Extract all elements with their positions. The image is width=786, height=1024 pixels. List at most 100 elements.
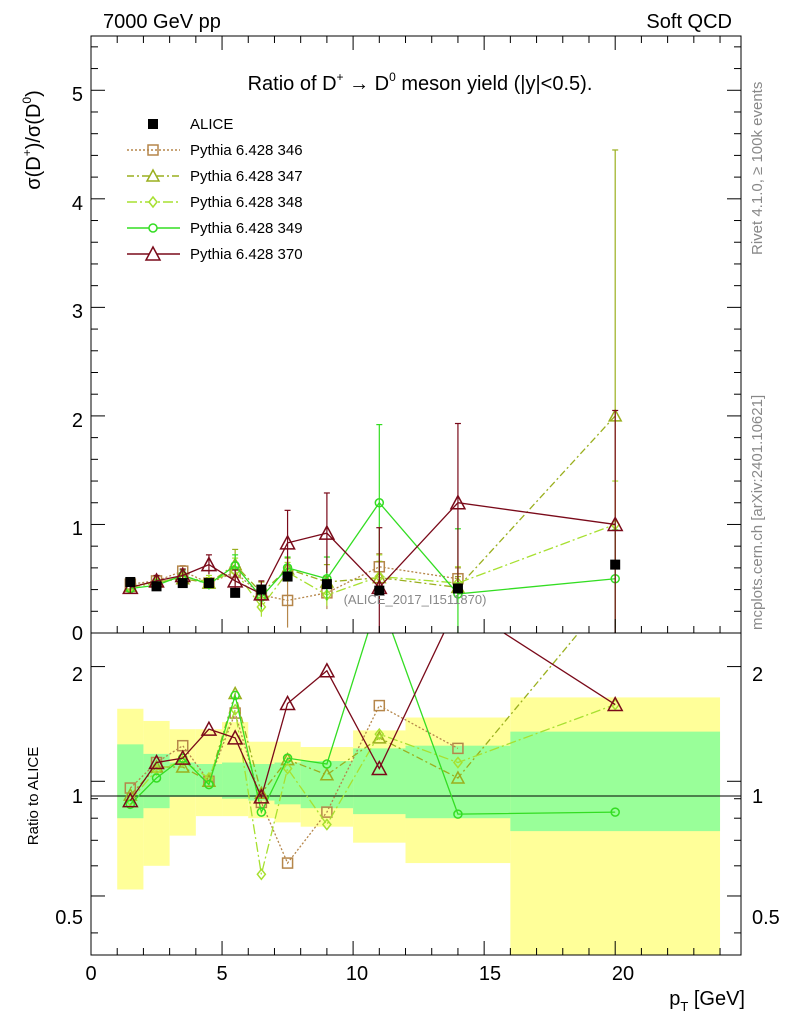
bottom-point-p346 bbox=[452, 742, 464, 755]
bottom-point-p370 bbox=[606, 695, 624, 712]
bottom-point-p370 bbox=[318, 662, 336, 678]
top-series bbox=[122, 149, 624, 633]
legend-entry-370: Pythia 6.428 370 bbox=[127, 245, 303, 263]
bottom-ytick-label: 2 bbox=[72, 664, 83, 686]
xtick-label: 0 bbox=[85, 963, 96, 985]
bottom-line-p346 bbox=[129, 704, 459, 865]
bottom-series bbox=[122, 633, 624, 881]
xtick-label: 10 bbox=[346, 963, 368, 985]
top-point-p370 bbox=[279, 534, 296, 550]
mcplots-label: mcplots.cern.ch [arXiv:2401.10621] bbox=[749, 395, 766, 630]
bottom-point-p349 bbox=[282, 753, 293, 763]
bottom-point-p370 bbox=[371, 759, 388, 776]
uncertainty-band-green bbox=[274, 762, 301, 805]
legend-label: Pythia 6.428 347 bbox=[190, 168, 303, 185]
uncertainty-band-green bbox=[169, 762, 196, 797]
bottom-point-p347 bbox=[319, 767, 335, 781]
legend-entry-347: Pythia 6.428 347 bbox=[127, 168, 303, 185]
top-frame bbox=[90, 35, 742, 634]
bottom-frame bbox=[90, 632, 742, 956]
legend-label: Pythia 6.428 370 bbox=[190, 246, 303, 263]
legend-marker-346 bbox=[147, 144, 159, 156]
legend: ALICE Pythia 6.428 346 Pythia 6.428 347 … bbox=[127, 116, 303, 263]
bottom-point-p346 bbox=[150, 756, 163, 769]
uncertainty-band-green bbox=[510, 731, 721, 832]
legend-marker-347 bbox=[145, 168, 161, 182]
bottom-ytick-label: 1 bbox=[72, 786, 83, 808]
legend-marker-370 bbox=[144, 245, 162, 261]
bottom-point-p346 bbox=[373, 699, 386, 712]
legend-marker-348 bbox=[148, 195, 158, 209]
bottom-point-p346 bbox=[281, 857, 294, 869]
chart-title: Ratio of D+ → D0 meson yield (|y|<0.5). bbox=[248, 70, 593, 95]
alice-point bbox=[256, 584, 267, 595]
legend-entry-348: Pythia 6.428 348 bbox=[127, 194, 303, 211]
top-ytick-label: 1 bbox=[72, 518, 83, 540]
bottom-point-p348 bbox=[321, 818, 332, 831]
alice-point bbox=[151, 581, 162, 592]
alice-point bbox=[177, 578, 188, 589]
top-ytick-label: 2 bbox=[72, 410, 83, 432]
top-ytick-label: 3 bbox=[72, 301, 83, 323]
bottom-point-p347 bbox=[372, 730, 387, 744]
legend-entry-349: Pythia 6.428 349 bbox=[127, 220, 303, 237]
top-point-p370 bbox=[318, 524, 336, 540]
bottom-ytick-label-right: 0.5 bbox=[752, 907, 780, 929]
legend-marker-alice bbox=[148, 119, 158, 129]
bottom-line-p370 bbox=[129, 633, 616, 801]
header-left: 7000 GeV pp bbox=[103, 11, 221, 33]
alice-point bbox=[321, 579, 332, 590]
bottom-point-p349 bbox=[230, 690, 240, 701]
bottom-point-p348 bbox=[282, 762, 293, 775]
alice-point bbox=[610, 559, 621, 570]
legend-entry-346: Pythia 6.428 346 bbox=[127, 142, 303, 159]
bottom-xticklabels: 0 5 10 15 20 bbox=[85, 963, 634, 985]
alice-point bbox=[125, 576, 136, 587]
top-axis-ticks bbox=[90, 36, 741, 634]
bottom-point-p347 bbox=[450, 770, 466, 784]
bottom-yticklabels: 2 1 0.5 2 1 0.5 bbox=[55, 664, 780, 929]
bottom-ytick-label-right: 1 bbox=[752, 786, 763, 808]
alice-point bbox=[374, 585, 385, 596]
rivet-version-label: Rivet 4.1.0, ≥ 100k events bbox=[749, 82, 766, 255]
bottom-point-p370 bbox=[226, 729, 244, 745]
bottom-point-p349 bbox=[610, 807, 620, 817]
top-yticklabels: 0 1 2 3 4 5 bbox=[72, 84, 83, 645]
analysis-watermark: (ALICE_2017_I1511870) bbox=[344, 592, 487, 607]
alice-point bbox=[230, 587, 241, 598]
uncertainty-band-green bbox=[353, 748, 406, 815]
bottom-point-p347 bbox=[175, 759, 190, 773]
alice-point bbox=[203, 578, 214, 589]
legend-label: Pythia 6.428 346 bbox=[190, 142, 303, 159]
bottom-point-p370 bbox=[122, 791, 139, 808]
xtick-label: 20 bbox=[612, 963, 634, 985]
top-point-p370 bbox=[606, 515, 624, 532]
top-line-p347 bbox=[130, 415, 616, 594]
top-point-p348 bbox=[256, 600, 267, 614]
bottom-point-p346 bbox=[321, 806, 333, 818]
bottom-line-p347 bbox=[129, 633, 580, 796]
uncertainty-band-green bbox=[222, 762, 249, 799]
legend-label: Pythia 6.428 348 bbox=[190, 194, 303, 211]
bottom-point-p349 bbox=[322, 759, 332, 769]
bottom-point-p370 bbox=[253, 788, 270, 804]
header-right: Soft QCD bbox=[646, 11, 732, 33]
top-point-p370 bbox=[200, 556, 218, 572]
bottom-point-p348 bbox=[256, 868, 267, 881]
legend-label: ALICE bbox=[190, 116, 233, 133]
bottom-ytick-label-right: 2 bbox=[752, 664, 763, 686]
top-ylabel: σ(D+)/σ(D0) bbox=[20, 90, 45, 190]
bottom-point-p349 bbox=[256, 807, 267, 817]
bottom-ytick-label: 0.5 bbox=[55, 907, 83, 929]
top-ytick-label: 0 bbox=[72, 623, 83, 645]
legend-label: Pythia 6.428 349 bbox=[190, 220, 303, 237]
top-ytick-label: 4 bbox=[72, 193, 83, 215]
legend-entry-alice: ALICE bbox=[148, 116, 233, 133]
top-point-p370 bbox=[226, 572, 244, 588]
bottom-point-p370 bbox=[200, 720, 218, 736]
xtick-label: 15 bbox=[479, 963, 501, 985]
bottom-point-p348 bbox=[452, 756, 463, 769]
bottom-point-p348 bbox=[374, 727, 385, 741]
xtick-label: 5 bbox=[216, 963, 227, 985]
